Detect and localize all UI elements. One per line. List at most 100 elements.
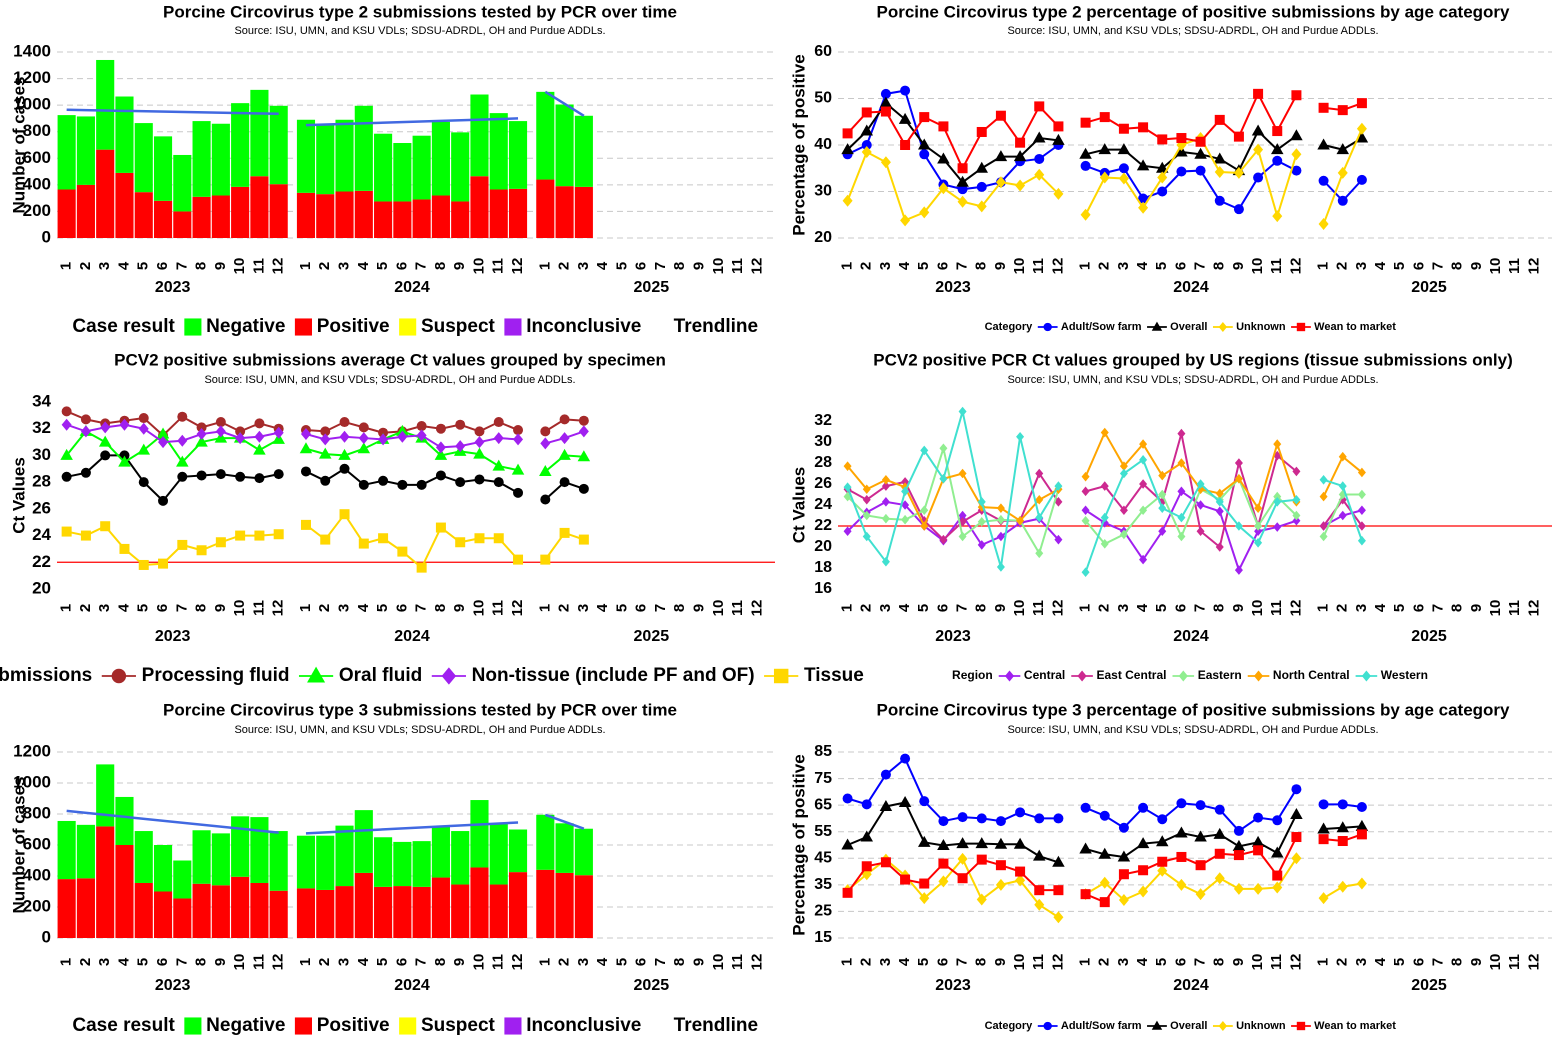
data-point	[1157, 171, 1168, 184]
x-tick-label: 11	[1030, 258, 1047, 274]
data-point	[1156, 161, 1169, 173]
data-point	[1016, 515, 1025, 526]
data-point	[1338, 451, 1347, 462]
data-point	[1292, 466, 1301, 477]
x-tick-label: 9	[690, 604, 707, 612]
data-point	[540, 554, 551, 565]
data-point	[320, 433, 331, 446]
x-tick-label: 4	[1372, 603, 1389, 612]
x-tick-label: 12	[1287, 600, 1304, 617]
data-point	[937, 152, 950, 164]
data-point	[1035, 494, 1044, 505]
bar	[374, 201, 393, 238]
data-point	[1292, 494, 1301, 505]
legend-label: North Central	[1273, 668, 1350, 682]
bar	[296, 888, 316, 938]
bar	[393, 143, 412, 202]
x-tick-label: 11	[250, 600, 267, 616]
data-point	[861, 799, 872, 810]
data-point	[1291, 852, 1302, 865]
x-tick-label: 6	[154, 604, 171, 612]
data-point	[842, 194, 853, 207]
data-point	[919, 112, 930, 123]
data-point	[339, 509, 350, 520]
data-point	[111, 668, 127, 684]
data-point	[196, 428, 207, 441]
data-point	[61, 406, 72, 417]
data-point	[1317, 822, 1330, 834]
trend-line	[544, 813, 585, 830]
data-point	[901, 514, 910, 525]
series-line	[66, 410, 279, 437]
x-tick-label: 11	[490, 600, 507, 616]
data-point	[176, 455, 189, 467]
data-point	[235, 426, 246, 437]
data-point	[975, 161, 988, 173]
x-tick-label: 6	[1410, 958, 1427, 966]
bar	[134, 192, 153, 238]
data-point	[1272, 881, 1283, 894]
bar	[134, 831, 153, 883]
data-point	[901, 486, 910, 497]
data-point	[1177, 458, 1186, 468]
bar	[470, 800, 489, 868]
y-tick-label: 400	[23, 865, 51, 884]
bar	[76, 116, 95, 185]
data-point	[860, 124, 873, 136]
x-tick-label: 2	[316, 958, 333, 966]
data-point	[1214, 804, 1225, 815]
x-tick-label: 11	[250, 954, 267, 970]
data-point	[1100, 481, 1109, 491]
legend-label: Trendline	[674, 1015, 758, 1036]
x-tick-label: 1	[536, 958, 553, 966]
legend-label: East Central	[1096, 668, 1166, 682]
data-point	[177, 539, 188, 550]
data-point	[1337, 836, 1348, 847]
data-point	[339, 417, 350, 428]
data-point	[1118, 163, 1129, 174]
y-tick-label: 400	[23, 174, 51, 193]
x-tick-label: 5	[1391, 958, 1408, 966]
x-tick-label: 5	[135, 262, 152, 270]
bar	[57, 820, 76, 880]
y-axis-title: Percentage of positive	[789, 754, 808, 935]
bar	[574, 828, 593, 876]
data-point	[1195, 165, 1206, 176]
data-point	[1318, 102, 1329, 113]
bar	[96, 764, 115, 827]
data-point	[1100, 512, 1109, 523]
data-point	[1054, 481, 1063, 491]
data-point	[1016, 431, 1025, 442]
data-point	[1292, 510, 1301, 521]
data-point	[957, 852, 968, 865]
bar	[412, 841, 431, 887]
data-point	[881, 556, 890, 567]
bar	[335, 191, 354, 238]
data-point	[319, 447, 332, 459]
series-line	[1085, 813, 1298, 859]
data-point	[1013, 150, 1027, 162]
x-tick-label: 6	[393, 604, 410, 612]
data-point	[1035, 468, 1044, 479]
facet-label: 2025	[1411, 279, 1447, 296]
series-line	[1085, 91, 1298, 143]
x-tick-label: 9	[992, 262, 1009, 270]
data-point	[119, 543, 130, 554]
data-point	[919, 149, 930, 160]
data-point	[1158, 489, 1167, 500]
x-tick-label: 3	[1115, 262, 1132, 270]
data-point	[1318, 175, 1329, 186]
data-point	[976, 854, 987, 865]
x-tick-label: 9	[212, 604, 229, 612]
data-point	[177, 434, 188, 447]
x-tick-label: 9	[1230, 958, 1247, 966]
data-point	[1337, 195, 1348, 206]
x-tick-label: 10	[1487, 954, 1504, 971]
x-tick-label: 4	[115, 957, 132, 966]
x-tick-label: 2	[1096, 604, 1113, 612]
data-point	[493, 432, 504, 445]
x-tick-label: 7	[1430, 262, 1447, 270]
data-point	[1099, 876, 1110, 889]
data-point	[138, 413, 149, 424]
data-point	[1215, 497, 1224, 507]
